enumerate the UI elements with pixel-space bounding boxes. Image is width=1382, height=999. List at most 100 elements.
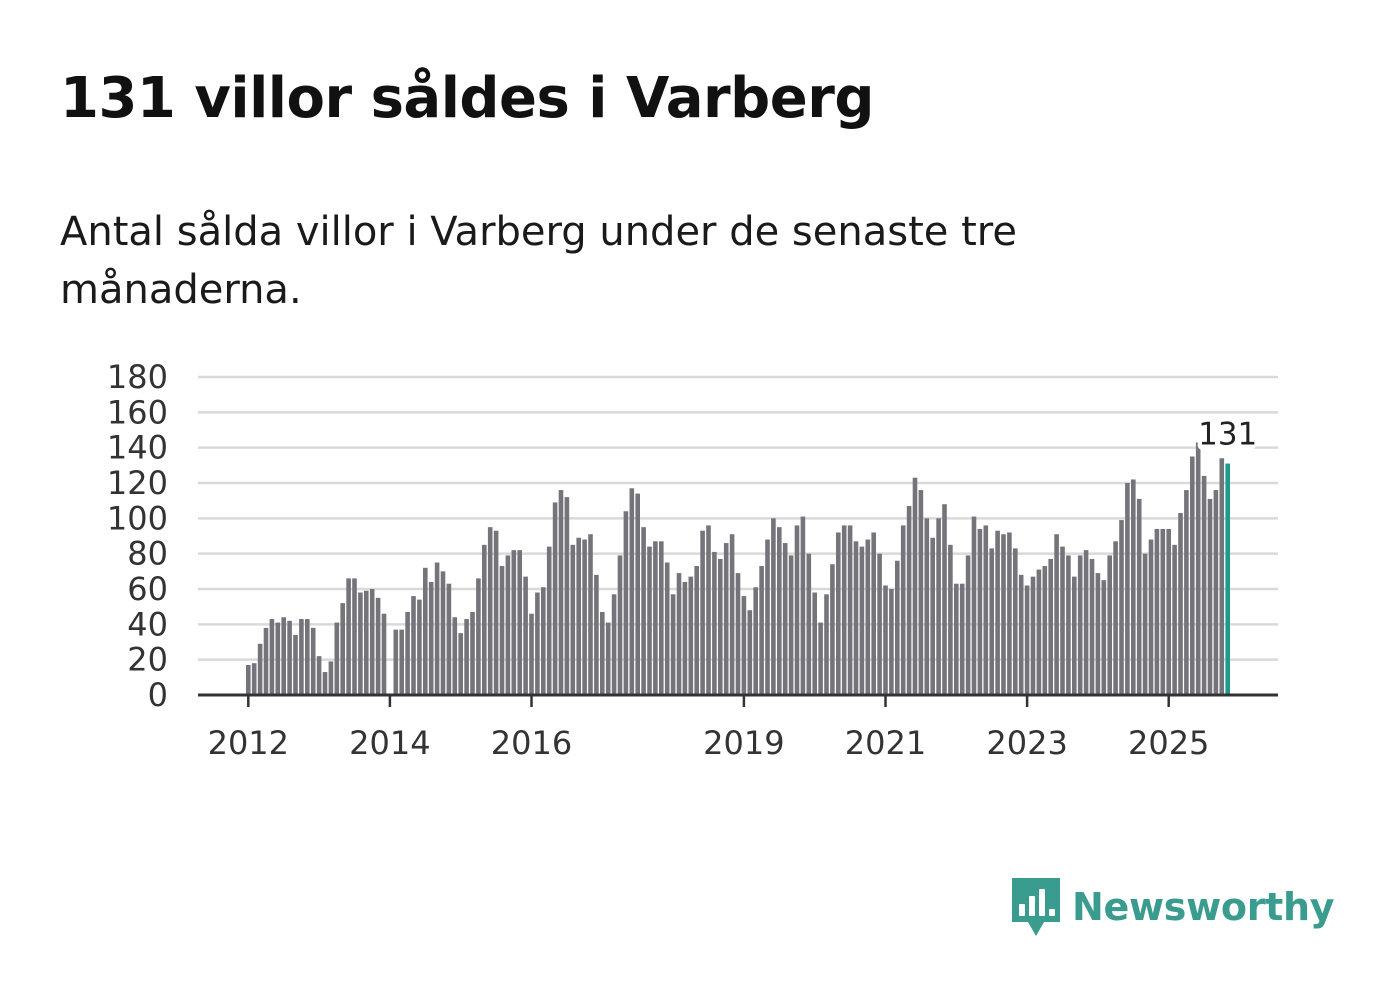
bar [346,578,351,695]
x-tick-label: 2014 [349,724,430,762]
bar [617,555,623,695]
bar [912,477,918,695]
y-tick-label: 80 [127,535,168,573]
bar [1066,555,1071,695]
bar [670,594,676,695]
bar [889,589,894,695]
bar [930,537,935,695]
bar [470,611,475,695]
bar [423,567,428,695]
bar [1219,458,1225,695]
bar [517,550,522,695]
bar [529,613,534,695]
bar [428,581,434,695]
bar [741,596,747,695]
bar [1160,528,1166,695]
bar [765,539,770,695]
bar [818,622,823,695]
bar [1107,555,1112,695]
bar [511,550,517,695]
bar [1131,479,1136,695]
bar [523,576,528,695]
bar [275,622,281,695]
bar [1136,498,1142,695]
bar [1178,513,1183,695]
bar [883,585,888,695]
bar [688,576,694,695]
brand-name: Newsworthy [1072,885,1335,929]
bar [1042,566,1048,695]
bar [251,663,257,695]
bar [576,537,581,695]
bar [871,532,876,695]
bar [729,534,735,695]
bar [718,558,723,695]
bar [588,534,593,695]
bar [1018,574,1024,695]
bar [594,574,599,695]
bar [647,546,652,695]
bar [405,611,410,695]
bar [541,587,546,695]
bar [682,581,688,695]
bar [452,617,458,695]
bar [1001,534,1006,695]
y-tick-label: 60 [127,570,168,608]
bar [676,573,682,695]
bar [1201,475,1207,695]
bar [1101,580,1107,695]
bar [936,518,941,695]
bar [853,541,859,695]
bar [269,619,275,695]
bar [723,543,729,695]
y-tick-label: 140 [107,429,168,467]
bar [983,525,989,695]
bar [1125,483,1130,695]
bar [659,541,664,695]
bar [1113,541,1118,695]
bar [918,490,924,695]
bar [440,571,446,695]
bar [841,525,847,695]
bar [782,543,788,695]
bar [1142,553,1148,695]
bar [1077,555,1083,695]
bar [806,553,812,695]
x-tick-label: 2012 [208,724,289,762]
x-axis: 2012 2014 2016 2019 2021 2023 2025 [198,693,1278,762]
bar [977,528,983,695]
y-tick-label: 100 [107,499,168,537]
bar [281,617,286,695]
bar [1048,558,1053,695]
x-tick-label: 2019 [703,724,784,762]
bar [611,594,617,695]
bar [605,622,611,695]
latest-value-label: 131 [1198,417,1257,453]
bar [948,544,953,695]
bar [464,619,469,695]
bar [777,527,782,695]
bar [334,622,340,695]
bar [352,578,357,695]
bar [399,629,404,695]
annotation: 131 [1197,415,1257,453]
y-tick-label: 20 [127,641,168,679]
bar [847,525,853,695]
bar [623,511,629,695]
bar [417,599,422,695]
bar [859,546,865,695]
bar [600,611,605,695]
bar [535,592,540,695]
bar [493,530,499,695]
bar [1054,534,1059,695]
bar [340,603,345,695]
bar [836,532,841,695]
bars [246,442,1230,695]
bar [546,546,552,695]
bar [812,592,817,695]
bar [393,629,399,695]
bar [446,583,452,695]
bar [924,518,930,695]
